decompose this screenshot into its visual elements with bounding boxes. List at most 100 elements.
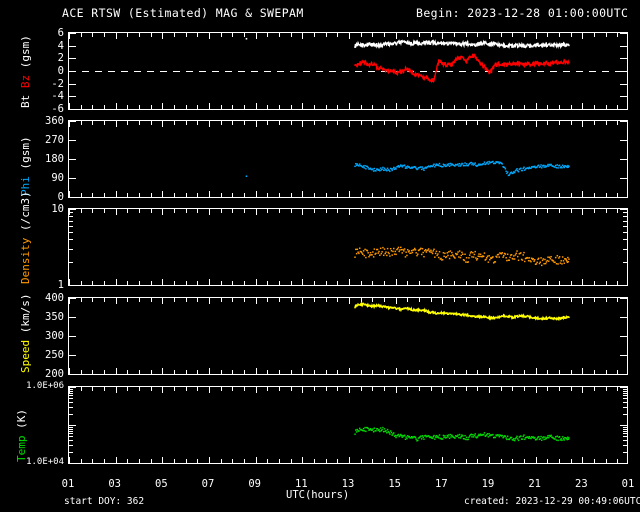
y-tick-label: 0 xyxy=(57,191,64,203)
data-point xyxy=(539,438,542,440)
x-tick-mark xyxy=(291,298,292,302)
data-point xyxy=(357,64,359,66)
data-point xyxy=(461,313,464,316)
x-tick-mark xyxy=(279,121,280,125)
x-tick-mark xyxy=(314,298,315,302)
data-point xyxy=(511,64,513,66)
data-point xyxy=(431,165,433,167)
data-point xyxy=(389,255,391,257)
data-point xyxy=(400,165,403,167)
data-point xyxy=(465,44,468,46)
y-tick-label: 4 xyxy=(57,40,64,52)
x-tick-mark xyxy=(547,459,548,463)
data-point xyxy=(484,68,487,70)
data-point xyxy=(355,45,357,47)
y-tick-mark xyxy=(620,355,627,356)
data-point xyxy=(368,65,371,67)
data-point xyxy=(434,71,437,74)
y-tick-mark xyxy=(69,96,76,97)
data-point xyxy=(539,317,541,320)
data-point xyxy=(462,164,465,167)
data-point xyxy=(370,45,373,47)
data-point xyxy=(370,61,373,64)
y-tick-mark xyxy=(620,58,627,59)
data-point xyxy=(485,258,487,261)
data-point xyxy=(410,70,412,73)
data-point xyxy=(563,166,566,169)
data-point xyxy=(503,166,506,169)
begin-timestamp: Begin: 2023-12-28 01:00:00UTC xyxy=(416,6,629,20)
x-tick-mark xyxy=(162,298,163,304)
data-point xyxy=(497,434,500,436)
data-point xyxy=(422,309,424,312)
data-point xyxy=(435,313,438,315)
data-point xyxy=(568,44,570,47)
x-tick-mark xyxy=(162,457,163,463)
data-point xyxy=(388,43,390,45)
data-point xyxy=(372,64,375,66)
data-point xyxy=(567,438,570,441)
data-point xyxy=(546,318,548,320)
data-point xyxy=(387,41,389,44)
data-point xyxy=(413,247,416,250)
data-point xyxy=(437,312,440,314)
x-tick-mark xyxy=(466,105,467,109)
data-point xyxy=(492,433,494,436)
data-point xyxy=(457,56,460,58)
data-point xyxy=(506,253,509,255)
data-point xyxy=(364,164,366,167)
data-point xyxy=(404,307,407,309)
data-point xyxy=(538,64,540,67)
data-point xyxy=(535,45,537,48)
data-point xyxy=(406,40,409,43)
x-tick-mark xyxy=(256,279,257,285)
data-point xyxy=(385,306,387,308)
x-tick-mark xyxy=(617,33,618,37)
x-tick-mark xyxy=(617,298,618,302)
data-point xyxy=(409,252,411,255)
data-point xyxy=(374,44,377,46)
data-point xyxy=(374,253,376,255)
data-point xyxy=(433,248,435,251)
data-point xyxy=(539,44,541,46)
data-point xyxy=(527,62,530,64)
data-point xyxy=(403,248,406,250)
data-point xyxy=(550,255,552,258)
x-tick-label: 05 xyxy=(155,478,168,490)
data-point xyxy=(400,72,403,74)
data-point xyxy=(440,437,442,440)
data-point xyxy=(506,438,508,441)
x-tick-mark xyxy=(209,209,210,215)
data-point xyxy=(476,59,478,61)
x-tick-mark xyxy=(256,103,257,109)
x-tick-mark xyxy=(396,298,397,304)
x-tick-mark xyxy=(221,209,222,213)
x-tick-mark xyxy=(162,191,163,197)
data-point xyxy=(454,437,456,439)
x-tick-mark xyxy=(197,209,198,213)
data-point xyxy=(373,248,376,250)
data-point xyxy=(554,164,557,167)
data-point xyxy=(532,258,535,260)
x-tick-mark xyxy=(151,209,152,213)
data-point xyxy=(485,67,488,69)
data-point xyxy=(411,437,414,439)
y-tick-mark xyxy=(69,71,76,72)
x-tick-mark xyxy=(151,370,152,374)
zero-reference-line xyxy=(69,71,627,72)
data-point xyxy=(369,44,372,46)
x-tick-mark xyxy=(559,281,560,285)
data-point xyxy=(425,40,428,42)
data-point xyxy=(455,253,458,256)
data-point xyxy=(558,317,561,319)
data-point xyxy=(464,253,466,255)
data-point xyxy=(386,42,388,44)
x-tick-mark xyxy=(267,370,268,374)
data-point xyxy=(538,438,541,441)
x-tick-mark xyxy=(337,121,338,125)
data-point xyxy=(386,167,389,170)
data-point xyxy=(426,311,429,313)
data-point xyxy=(542,164,545,167)
data-point xyxy=(357,303,359,306)
x-tick-mark xyxy=(536,103,537,109)
